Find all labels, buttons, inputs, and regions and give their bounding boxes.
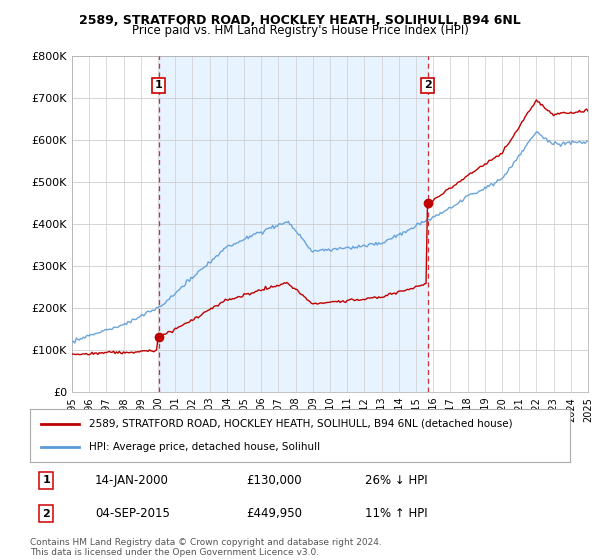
Text: HPI: Average price, detached house, Solihull: HPI: Average price, detached house, Soli…	[89, 442, 320, 452]
Text: £449,950: £449,950	[246, 507, 302, 520]
Text: 1: 1	[43, 475, 50, 485]
Text: £130,000: £130,000	[246, 474, 302, 487]
Text: 2589, STRATFORD ROAD, HOCKLEY HEATH, SOLIHULL, B94 6NL (detached house): 2589, STRATFORD ROAD, HOCKLEY HEATH, SOL…	[89, 419, 513, 429]
Text: 2589, STRATFORD ROAD, HOCKLEY HEATH, SOLIHULL, B94 6NL: 2589, STRATFORD ROAD, HOCKLEY HEATH, SOL…	[79, 14, 521, 27]
Text: Price paid vs. HM Land Registry's House Price Index (HPI): Price paid vs. HM Land Registry's House …	[131, 24, 469, 36]
Text: 11% ↑ HPI: 11% ↑ HPI	[365, 507, 427, 520]
Bar	[158, 56, 428, 392]
Text: Contains HM Land Registry data © Crown copyright and database right 2024.
This d: Contains HM Land Registry data © Crown c…	[30, 538, 382, 557]
Text: 04-SEP-2015: 04-SEP-2015	[95, 507, 170, 520]
Text: 2: 2	[424, 81, 431, 90]
Text: 26% ↓ HPI: 26% ↓ HPI	[365, 474, 427, 487]
Text: 2: 2	[43, 509, 50, 519]
Text: 14-JAN-2000: 14-JAN-2000	[95, 474, 169, 487]
Text: 1: 1	[155, 81, 163, 90]
